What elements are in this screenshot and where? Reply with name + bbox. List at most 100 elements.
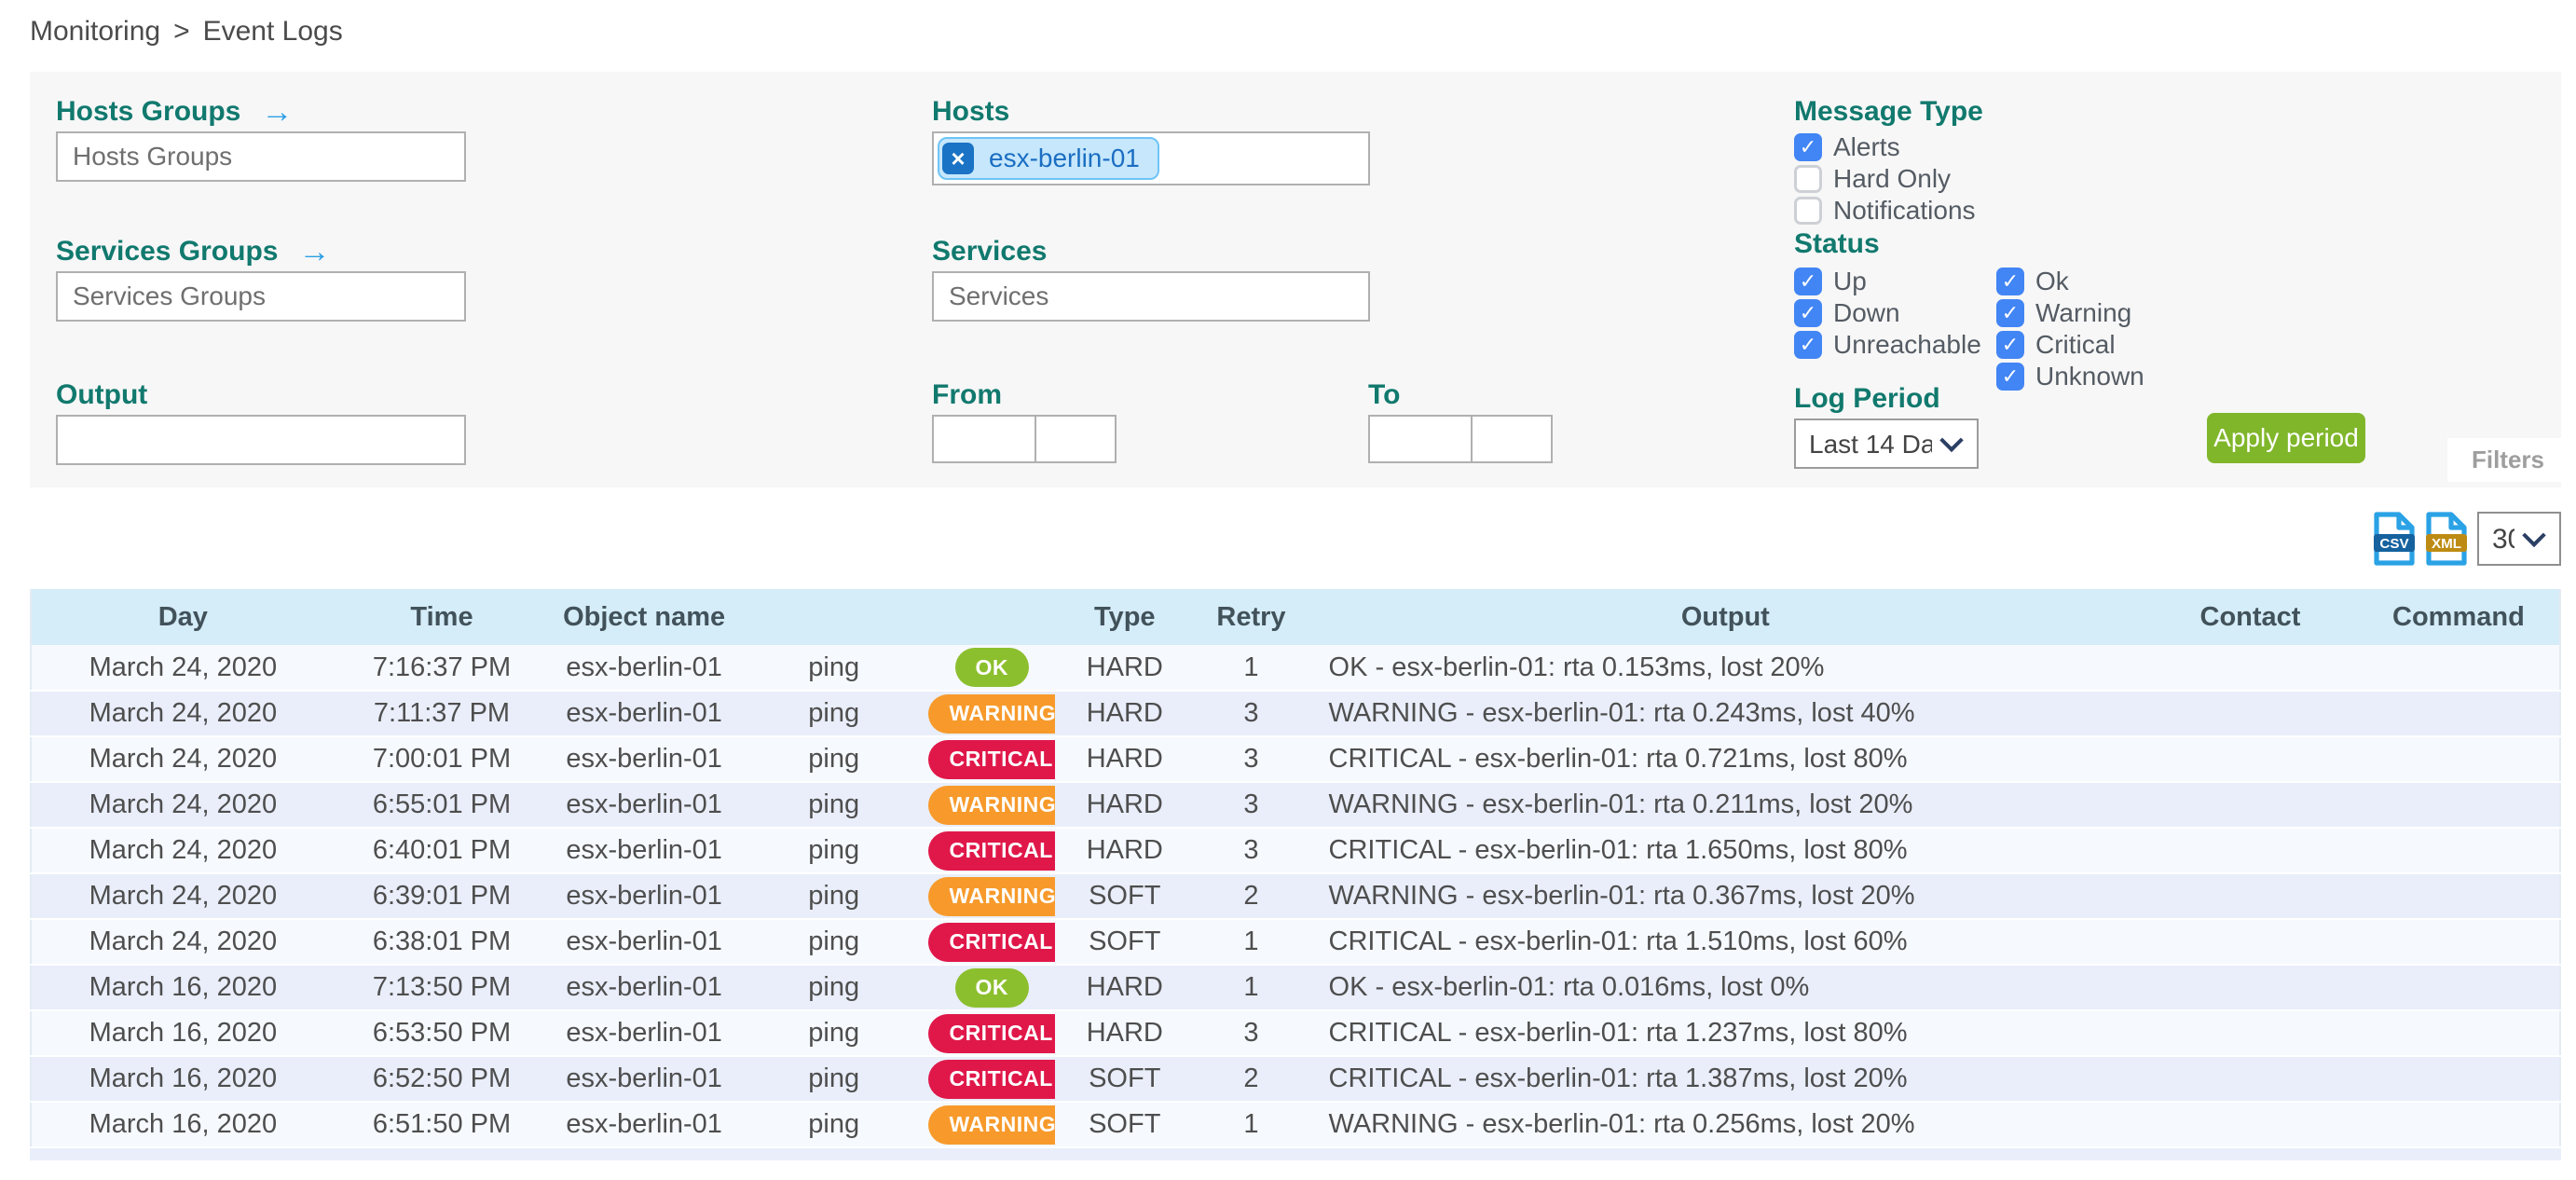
to-time-input[interactable] [1473, 415, 1553, 463]
retry-cell: 3 [1194, 736, 1309, 783]
checkbox-label-ok: Ok [2035, 267, 2069, 295]
from-date-input[interactable] [932, 415, 1036, 463]
checkbox-row-unreachable: ✓ Unreachable [1794, 329, 1996, 361]
status-badge-critical: CRITICAL [928, 1059, 1056, 1099]
table-row: March 16, 2020 6:53:50 PM esx-berlin-01 pin… [31, 1010, 2560, 1057]
checkbox-down[interactable]: ✓ [1794, 299, 1822, 327]
time-cell: 7:00:01 PM [334, 736, 550, 783]
status-cell: OK [928, 645, 1056, 692]
table-row: March 24, 2020 7:16:37 PM esx-berlin-01 pin… [31, 645, 2560, 692]
page-size-select[interactable]: 30 [2477, 512, 2561, 566]
svg-text:XML: XML [2432, 536, 2461, 552]
command-cell [2357, 782, 2560, 829]
output-cell: WARNING - esx-berlin-01: rta 0.243ms, lo… [1308, 691, 2144, 737]
checkbox-alerts[interactable]: ✓ [1794, 133, 1822, 161]
output-cell: CRITICAL - esx-berlin-01: rta 1.510ms, l… [1308, 919, 2144, 966]
checkbox-label-unreachable: Unreachable [1833, 330, 1981, 359]
object-name-cell: esx-berlin-01 [549, 919, 739, 966]
time-cell: 7:11:37 PM [334, 691, 550, 737]
status-badge-ok: OK [954, 967, 1030, 1008]
retry-cell: 1 [1194, 1102, 1309, 1148]
checkbox-row-critical: ✓ Critical [1996, 329, 2144, 361]
checkbox-critical[interactable]: ✓ [1996, 331, 2024, 359]
table-row: March 16, 2020 6:52:50 PM esx-berlin-01 pin… [31, 1056, 2560, 1103]
arrow-right-icon[interactable]: → [298, 234, 331, 269]
output-cell: WARNING - esx-berlin-01: rta 0.256ms, lo… [1308, 1102, 2144, 1148]
log-period-select[interactable]: Last 14 Days [1794, 418, 1979, 469]
output-cell: WARNING - esx-berlin-01: rta 0.367ms, lo… [1308, 873, 2144, 920]
retry-cell: 3 [1194, 782, 1309, 829]
output-input[interactable] [56, 415, 466, 465]
checkbox-hard-only[interactable] [1794, 165, 1822, 193]
type-cell: SOFT [1055, 1056, 1195, 1103]
checkbox-row-hard-only: Hard Only [1794, 163, 1983, 195]
apply-period-button[interactable]: Apply period [2207, 413, 2365, 463]
status-badge-warning: WARNING [928, 876, 1056, 916]
col-header-retry: Retry [1194, 589, 1309, 645]
service-cell: ping [738, 691, 929, 737]
filters-tab[interactable]: Filters [2446, 438, 2569, 482]
type-cell: HARD [1055, 1010, 1195, 1057]
checkbox-unreachable[interactable]: ✓ [1794, 331, 1822, 359]
time-cell: 6:38:01 PM [334, 919, 550, 966]
time-cell: 6:39:01 PM [334, 873, 550, 920]
output-cell: CRITICAL - esx-berlin-01: rta 1.387ms, l… [1308, 1056, 2144, 1103]
service-cell: ping [738, 736, 929, 783]
checkbox-ok[interactable]: ✓ [1996, 268, 2024, 295]
retry-cell: 1 [1194, 645, 1309, 692]
host-chip: × esx-berlin-01 [938, 137, 1159, 180]
checkbox-notifications[interactable] [1794, 197, 1822, 225]
table-row: March 16, 2020 7:13:50 PM esx-berlin-01 pin… [31, 965, 2560, 1011]
from-time-input[interactable] [1036, 415, 1117, 463]
contact-cell [2143, 873, 2358, 920]
day-cell: March 24, 2020 [31, 828, 335, 874]
export-csv-icon[interactable]: CSV [2373, 512, 2416, 566]
output-cell: CRITICAL - esx-berlin-01: rta 1.650ms, l… [1308, 828, 2144, 874]
checkbox-up[interactable]: ✓ [1794, 268, 1822, 295]
table-row: March 16, 2020 6:51:50 PM esx-berlin-01 pin… [31, 1102, 2560, 1148]
status-badge-critical: CRITICAL [928, 922, 1056, 962]
services-input[interactable] [932, 271, 1370, 322]
time-cell: 6:52:50 PM [334, 1056, 550, 1103]
chip-remove-icon[interactable]: × [942, 143, 974, 174]
svg-text:CSV: CSV [2379, 536, 2409, 552]
status-cell: CRITICAL [928, 919, 1056, 966]
status-cell: CRITICAL [928, 736, 1056, 783]
from-label: From [932, 379, 1002, 410]
service-cell: ping [738, 828, 929, 874]
output-cell: OK - esx-berlin-01: rta 0.016ms, lost 0% [1308, 965, 2144, 1011]
export-toolbar: CSV XML 30 [0, 512, 2561, 566]
checkbox-row-alerts: ✓ Alerts [1794, 131, 1983, 163]
hosts-input[interactable]: × esx-berlin-01 [932, 131, 1370, 185]
to-date-input[interactable] [1368, 415, 1473, 463]
checkbox-row-notifications: Notifications [1794, 195, 1983, 226]
checkbox-warning[interactable]: ✓ [1996, 299, 2024, 327]
time-cell: 6:40:01 PM [334, 828, 550, 874]
status-label: Status [1794, 228, 1880, 259]
contact-cell [2143, 782, 2358, 829]
type-cell: HARD [1055, 691, 1195, 737]
retry-cell: 2 [1194, 873, 1309, 920]
to-label: To [1368, 379, 1401, 410]
services-groups-input[interactable] [56, 271, 466, 322]
services-filter: Services [932, 236, 1370, 322]
object-name-cell: esx-berlin-01 [549, 645, 739, 692]
checkbox-row-warning: ✓ Warning [1996, 297, 2144, 329]
arrow-right-icon[interactable]: → [261, 94, 294, 130]
status-filter: Status ✓ Up ✓ Down ✓ Unreachable ✓ Ok ✓ Warning ✓… [1794, 228, 2144, 392]
hosts-groups-label: Hosts Groups [56, 96, 241, 127]
day-cell: March 24, 2020 [31, 919, 335, 966]
status-cell: CRITICAL [928, 828, 1056, 874]
breadcrumb-item-monitoring[interactable]: Monitoring [30, 16, 161, 47]
type-cell: SOFT [1055, 873, 1195, 920]
table-row: March 24, 2020 6:39:01 PM esx-berlin-01 pin… [31, 873, 2560, 920]
hosts-groups-input[interactable] [56, 131, 466, 182]
export-xml-icon[interactable]: XML [2425, 512, 2468, 566]
day-cell: March 16, 2020 [31, 1102, 335, 1148]
checkbox-unknown[interactable]: ✓ [1996, 363, 2024, 391]
service-cell: ping [738, 873, 929, 920]
chip-label: esx-berlin-01 [989, 144, 1140, 172]
object-name-cell: esx-berlin-01 [549, 828, 739, 874]
status-badge-warning: WARNING [928, 693, 1056, 734]
time-cell: 7:16:37 PM [334, 645, 550, 692]
